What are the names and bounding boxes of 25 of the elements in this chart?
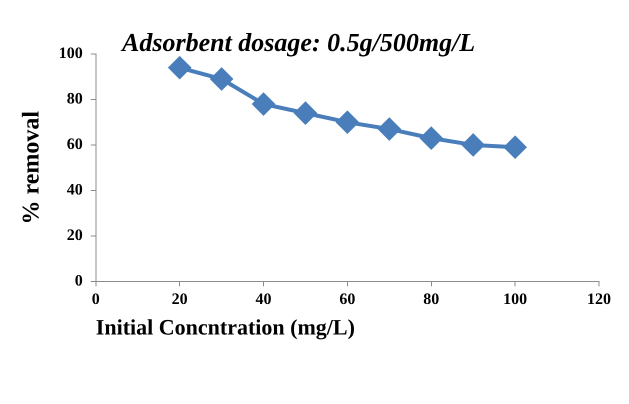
x-tick-label: 100 — [503, 291, 528, 308]
x-tick-label: 0 — [92, 291, 100, 308]
x-tick-label: 120 — [587, 291, 611, 308]
y-tick-label: 40 — [66, 182, 83, 199]
point — [252, 93, 275, 116]
y-tick-label: 100 — [58, 45, 83, 62]
y-tick-label: 0 — [74, 272, 83, 290]
x-tick-label: 60 — [339, 291, 356, 308]
y-tick-label: 60 — [66, 136, 83, 154]
point — [378, 118, 400, 140]
x-tick-label: 80 — [423, 291, 440, 308]
x-tick-label: 40 — [256, 291, 272, 308]
x-axis-title: Initial Concntration (mg/L) — [96, 314, 355, 340]
point — [168, 56, 191, 79]
point — [336, 111, 358, 134]
y-tick-label: 80 — [66, 90, 83, 108]
point — [420, 127, 442, 150]
point — [462, 134, 484, 156]
point — [504, 136, 526, 158]
y-axis-title: % removal — [18, 110, 45, 224]
point — [294, 102, 316, 124]
point — [210, 68, 233, 90]
y-tick-label: 20 — [66, 227, 83, 244]
chart-title: Adsorbent dosage: 0.5g/500mg/L — [120, 28, 476, 57]
x-tick-label: 20 — [172, 291, 188, 308]
